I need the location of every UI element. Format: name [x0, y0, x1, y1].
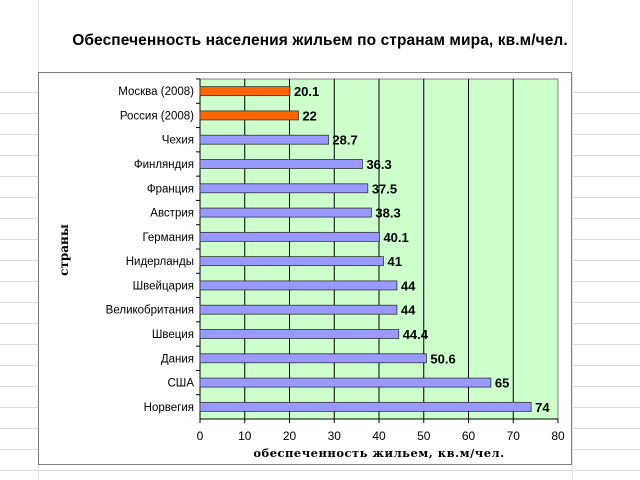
bar	[199, 256, 384, 267]
bar	[199, 304, 398, 315]
background-grid-line	[0, 470, 640, 471]
value-label: 28.7	[332, 133, 357, 148]
bar	[199, 280, 398, 291]
x-tick-label: 30	[328, 429, 342, 443]
value-label: 44	[401, 278, 416, 293]
y-axis-title: страны	[57, 224, 71, 276]
value-label: 74	[535, 400, 550, 415]
x-tick-label: 80	[551, 429, 565, 443]
x-tick-label: 50	[417, 429, 431, 443]
bar	[199, 401, 532, 412]
category-label: Германия	[142, 232, 194, 244]
bar	[199, 377, 492, 388]
category-label: Дания	[161, 353, 194, 365]
value-label: 22	[302, 108, 316, 123]
value-label: 38.3	[375, 206, 400, 221]
value-label: 44.4	[403, 327, 429, 342]
x-tick-label: 70	[507, 429, 521, 443]
x-tick-label: 20	[283, 429, 297, 443]
value-label: 37.5	[372, 181, 397, 196]
bar	[199, 329, 400, 339]
category-label: Швеция	[152, 329, 194, 341]
bar	[199, 353, 427, 364]
background-grid-line	[572, 0, 573, 480]
value-label: 41	[387, 254, 401, 269]
category-label: Финляндия	[134, 159, 194, 171]
bar	[199, 231, 380, 242]
bar	[199, 159, 363, 169]
bar	[199, 183, 369, 194]
value-label: 50.6	[430, 351, 455, 366]
bar	[199, 110, 299, 121]
category-label: Москва (2008)	[118, 86, 194, 98]
x-axis-title: обеспеченность жильем, кв.м/чел.	[253, 446, 504, 460]
category-label: Россия (2008)	[120, 110, 194, 122]
bar	[199, 134, 329, 145]
value-label: 20.1	[294, 84, 319, 99]
category-label: Швейцария	[133, 280, 194, 292]
chart-title: Обеспеченность населения жильем по стран…	[72, 32, 568, 49]
value-label: 44	[401, 303, 416, 318]
x-tick-label: 0	[197, 429, 204, 443]
category-label: США	[167, 378, 194, 390]
x-tick-label: 10	[238, 429, 252, 443]
bar	[199, 207, 372, 218]
value-label: 36.3	[366, 157, 391, 172]
value-label: 40.1	[383, 230, 408, 245]
value-label: 65	[495, 376, 509, 391]
bar	[199, 86, 291, 97]
category-label: Чехия	[162, 135, 194, 147]
category-label: Франция	[147, 183, 194, 195]
x-tick-label: 40	[372, 429, 386, 443]
category-label: Австрия	[150, 208, 194, 220]
x-tick-label: 60	[462, 429, 476, 443]
category-label: Великобритания	[106, 305, 194, 317]
category-label: Нидерланды	[126, 256, 194, 268]
category-label: Норвегия	[144, 402, 194, 414]
